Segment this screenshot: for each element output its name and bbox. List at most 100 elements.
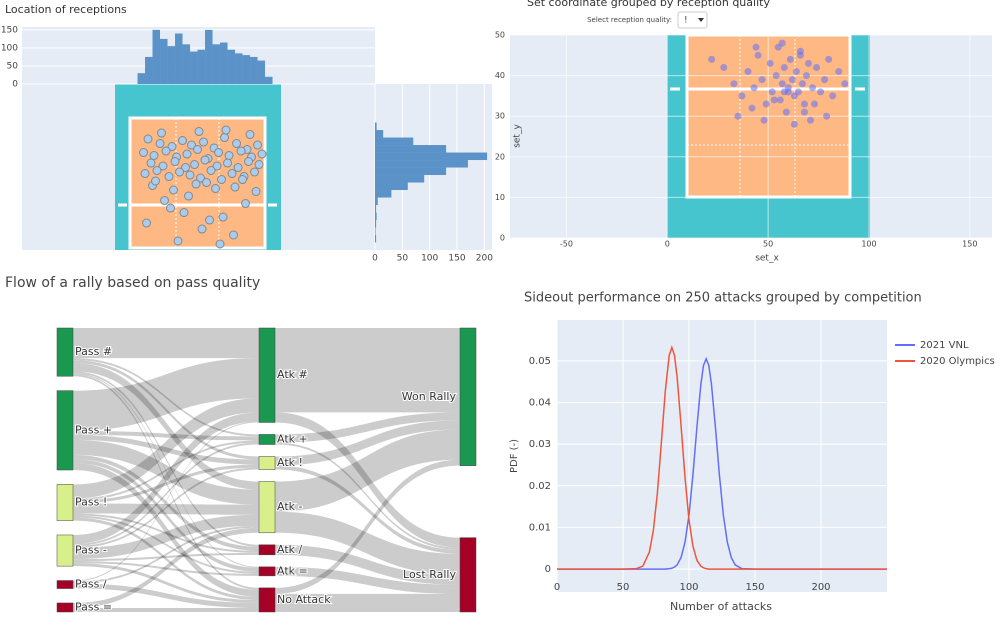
node-label: Pass # [75,345,112,358]
point [784,88,792,96]
sankey-node [258,456,276,470]
point [175,167,185,177]
point [230,182,240,192]
point [233,163,243,173]
sankey-link [73,398,259,499]
point [738,92,746,100]
sankey-link [73,328,259,359]
y-tick-label: 0.05 [529,356,551,367]
point [202,178,212,188]
histogram-bar [375,220,377,228]
dropdown-arrow[interactable] [698,18,704,22]
sankey-node [258,481,276,534]
point [841,80,849,88]
point [800,100,808,108]
x-axis-title: Number of attacks [670,600,772,613]
dropdown-label: Select reception quality: [587,16,672,24]
point [214,148,224,158]
point [181,163,191,173]
point [811,100,819,108]
histogram-bar [375,235,377,243]
sankey-link [73,462,259,597]
point [143,134,153,144]
histogram-bar [152,29,161,84]
y-tick-label: 0.04 [529,397,551,408]
histogram-bar [375,227,376,236]
point [750,84,758,92]
point [241,199,251,209]
point [776,96,784,104]
sankey-node [56,327,74,377]
histogram-bar [375,182,408,191]
point [780,63,788,71]
sankey-node [258,566,276,577]
x-tick-label: 100 [421,254,438,264]
point [254,160,264,170]
sankey-link [73,454,259,551]
sankey-link [73,552,259,562]
y-tick-label: 0 [12,80,18,90]
point [151,176,161,186]
sankey-node [56,580,74,589]
point [164,172,174,182]
x-tick-label: 150 [962,240,977,249]
node-label: Pass / [75,578,107,591]
point [211,184,221,194]
sankey-node [258,544,276,556]
point [752,43,760,51]
sankey-link [275,328,460,413]
sankey-link [73,434,259,465]
point [802,72,810,80]
sankey-link [73,374,259,590]
point [708,55,716,63]
point [792,68,800,76]
sankey-link [73,363,259,490]
histogram-bar [375,167,447,176]
x-tick-label: 50 [763,240,773,249]
histogram-bar [182,44,191,84]
y-tick-label: 0 [545,564,551,575]
x-tick-label: 0 [554,582,560,593]
point [221,125,231,135]
histogram-bar [145,56,153,84]
point [152,166,162,176]
histogram-bar [375,175,425,183]
x-tick-label: 0 [372,254,378,264]
chart-title: Location of receptions [5,3,127,16]
dropdown-value[interactable]: ! [684,16,688,26]
chart-title: Sideout performance on 250 attacks group… [524,291,922,306]
point [760,116,768,124]
point [796,51,804,59]
x-tick-label: 150 [448,254,465,264]
point [185,170,195,180]
point [790,120,798,128]
sankey-link [275,459,460,594]
point [253,140,263,150]
histogram-bar [160,38,168,84]
sankey-link [73,503,259,515]
node-label: Atk + [277,432,308,445]
x-tick-label: 200 [476,254,493,264]
point [806,116,814,124]
x-tick-label: 50 [617,582,630,593]
histogram-bar [375,212,377,221]
sankey-link [73,563,259,603]
histogram-bar [257,60,266,84]
point [160,196,170,206]
dropdown[interactable] [677,11,708,29]
line [557,345,887,570]
point [778,39,786,47]
sankey-link [73,371,259,547]
point [197,224,207,234]
histogram-bar [197,49,206,84]
histogram-bar [227,49,236,84]
point [229,230,239,240]
node-label: No Attack [277,593,331,606]
histogram-bar [375,137,414,146]
y-axis-title: PDF (-) [509,439,520,473]
point [155,139,165,149]
chart-title: Flow of a rally based on pass quality [5,275,260,291]
point [794,88,802,96]
sankey-link [73,440,259,501]
